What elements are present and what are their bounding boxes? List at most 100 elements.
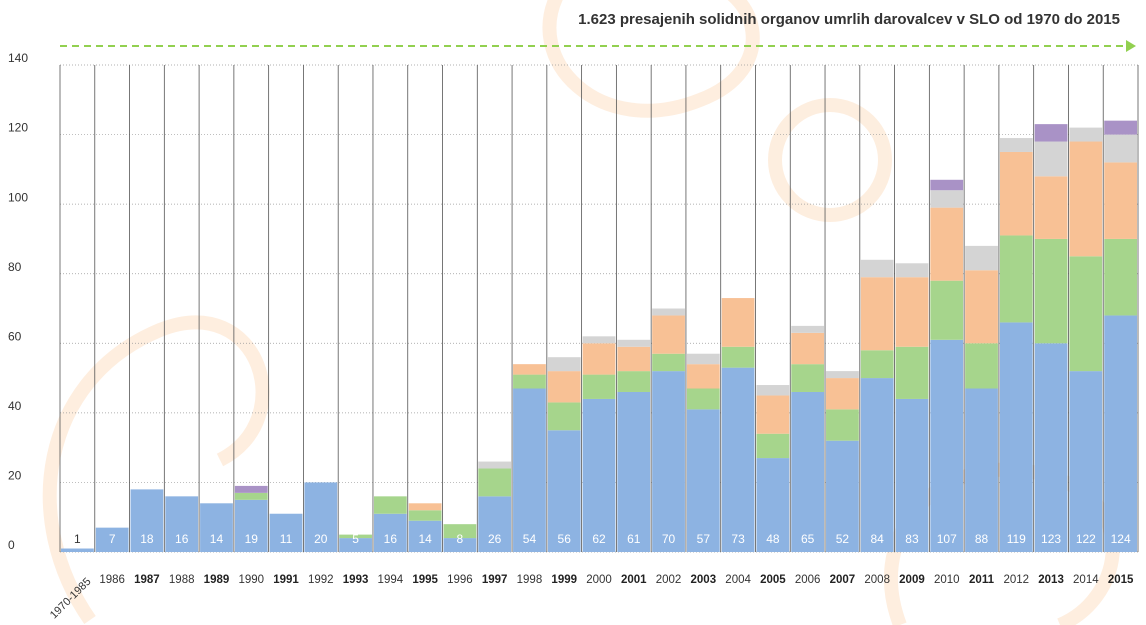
bar-total-label: 65 — [801, 532, 815, 546]
y-tick-label: 100 — [8, 190, 28, 204]
bar-segment — [721, 346, 755, 368]
bar-segment — [930, 179, 964, 191]
bar-segment — [408, 520, 442, 552]
bar-segment — [165, 496, 199, 552]
bar-segment — [582, 374, 616, 399]
bar-segment — [930, 339, 964, 552]
x-tick-label: 1987 — [134, 574, 160, 586]
bar-total-label: 7 — [109, 532, 116, 546]
y-tick-label: 60 — [8, 329, 22, 343]
bar-segment — [617, 371, 651, 392]
bar-segment — [930, 190, 964, 208]
x-tick-label: 2013 — [1038, 574, 1064, 586]
bar-segment — [826, 371, 859, 379]
bar-segment — [965, 245, 998, 271]
bar-segment — [791, 325, 825, 333]
bar-segment — [1104, 315, 1137, 552]
bar-segment — [860, 378, 894, 552]
bar-segment — [234, 499, 268, 552]
bar-segment — [1104, 134, 1137, 163]
x-tick-label: 2002 — [656, 574, 682, 586]
bar-segment — [1034, 141, 1068, 177]
bar-total-label: 11 — [280, 532, 293, 546]
bar-total-label: 61 — [627, 532, 641, 546]
bar-segment — [652, 353, 685, 372]
bar-segment — [339, 534, 372, 539]
x-tick-label: 1990 — [238, 574, 264, 586]
bar-total-label: 54 — [523, 532, 537, 546]
bar-segment — [582, 398, 616, 552]
bar-segment — [408, 510, 442, 521]
bar-segment — [756, 433, 790, 459]
bar-segment — [791, 364, 825, 392]
x-tick-label: 2015 — [1108, 574, 1134, 586]
x-tick-label: 2012 — [1003, 574, 1029, 586]
x-tick-label: 2009 — [899, 574, 925, 586]
bar-segment — [686, 409, 720, 552]
bar-total-label: 56 — [558, 532, 572, 546]
bar-segment — [826, 440, 859, 552]
bar-segment — [686, 353, 720, 365]
bar-segment — [895, 346, 929, 399]
bar-segment — [826, 378, 859, 410]
bar-segment — [95, 527, 129, 552]
bar-segment — [1104, 162, 1137, 239]
bar-segment — [652, 308, 685, 316]
bar-segment — [1034, 343, 1068, 552]
bar-segment — [1034, 176, 1068, 239]
bar-segment — [547, 357, 581, 372]
x-tick-label: 1991 — [273, 574, 299, 586]
bar-total-label: 18 — [140, 532, 154, 546]
bar-segment — [1069, 371, 1103, 552]
bar-total-label: 122 — [1076, 532, 1096, 546]
bar-segment — [756, 385, 790, 396]
bar-total-label: 57 — [697, 532, 711, 546]
bar-total-label: 52 — [836, 532, 850, 546]
x-tick-label: 1994 — [378, 574, 404, 586]
bar-total-label: 62 — [592, 532, 606, 546]
bar-segment — [756, 458, 790, 552]
x-tick-label: 1995 — [412, 574, 438, 586]
bar-total-label: 124 — [1111, 532, 1131, 546]
bar-total-label: 16 — [384, 532, 398, 546]
bar-total-label: 84 — [871, 532, 885, 546]
bar-segment — [791, 391, 825, 552]
bar-segment — [756, 395, 790, 434]
bar-segment — [1034, 238, 1068, 344]
bar-segment — [895, 263, 929, 278]
bar-segment — [1104, 238, 1137, 316]
bar-segment — [582, 336, 616, 344]
title-arrow-head — [1126, 40, 1136, 52]
bar-segment — [617, 339, 651, 347]
bar-segment — [826, 409, 859, 441]
x-tick-label: 1999 — [551, 574, 577, 586]
y-tick-label: 0 — [8, 538, 15, 552]
bar-segment — [965, 388, 998, 552]
bar-total-label: 8 — [457, 532, 464, 546]
x-tick-label: 2004 — [725, 574, 751, 586]
bar-segment — [1034, 124, 1068, 142]
x-tick-label: 1989 — [204, 574, 230, 586]
bar-segment — [999, 322, 1033, 552]
bar-segment — [1104, 120, 1137, 135]
bar-segment — [999, 151, 1033, 236]
x-tick-label: 2014 — [1073, 574, 1099, 586]
bar-segment — [304, 482, 338, 552]
bar-segment — [513, 364, 546, 375]
bar-segment — [478, 461, 512, 469]
bar-segment — [965, 343, 998, 389]
x-tick-label: 1988 — [169, 574, 195, 586]
bar-segment — [443, 538, 477, 552]
x-tick-label: 2007 — [830, 574, 856, 586]
bar-segment — [130, 489, 164, 552]
bar-segment — [965, 270, 998, 344]
bar-segment — [652, 371, 685, 552]
bar-segment — [1069, 127, 1103, 142]
x-tick-label: 1996 — [447, 574, 473, 586]
bar-segment — [513, 374, 546, 389]
bar-segment — [721, 367, 755, 552]
x-tick-label: 2003 — [691, 574, 717, 586]
x-tick-label: 2010 — [934, 574, 960, 586]
bar-segment — [930, 207, 964, 281]
bar-total-label: 16 — [175, 532, 189, 546]
